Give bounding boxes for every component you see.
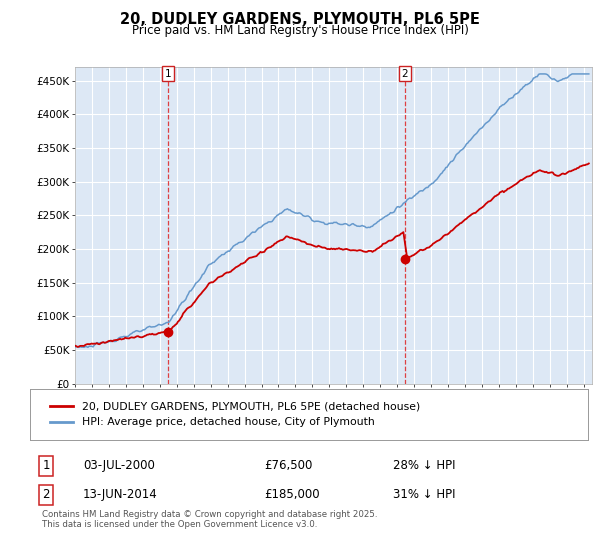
Text: 20, DUDLEY GARDENS, PLYMOUTH, PL6 5PE: 20, DUDLEY GARDENS, PLYMOUTH, PL6 5PE bbox=[120, 12, 480, 27]
Text: £185,000: £185,000 bbox=[265, 488, 320, 501]
Text: 2: 2 bbox=[42, 488, 50, 501]
Text: 31% ↓ HPI: 31% ↓ HPI bbox=[392, 488, 455, 501]
Legend: 20, DUDLEY GARDENS, PLYMOUTH, PL6 5PE (detached house), HPI: Average price, deta: 20, DUDLEY GARDENS, PLYMOUTH, PL6 5PE (d… bbox=[41, 393, 429, 436]
Text: 1: 1 bbox=[165, 69, 172, 78]
Text: 28% ↓ HPI: 28% ↓ HPI bbox=[392, 459, 455, 472]
Text: Price paid vs. HM Land Registry's House Price Index (HPI): Price paid vs. HM Land Registry's House … bbox=[131, 24, 469, 36]
Text: 2: 2 bbox=[401, 69, 408, 78]
Text: 1: 1 bbox=[42, 459, 50, 472]
Text: 13-JUN-2014: 13-JUN-2014 bbox=[83, 488, 158, 501]
Text: 03-JUL-2000: 03-JUL-2000 bbox=[83, 459, 155, 472]
Text: Contains HM Land Registry data © Crown copyright and database right 2025.
This d: Contains HM Land Registry data © Crown c… bbox=[42, 510, 378, 529]
Text: £76,500: £76,500 bbox=[265, 459, 313, 472]
